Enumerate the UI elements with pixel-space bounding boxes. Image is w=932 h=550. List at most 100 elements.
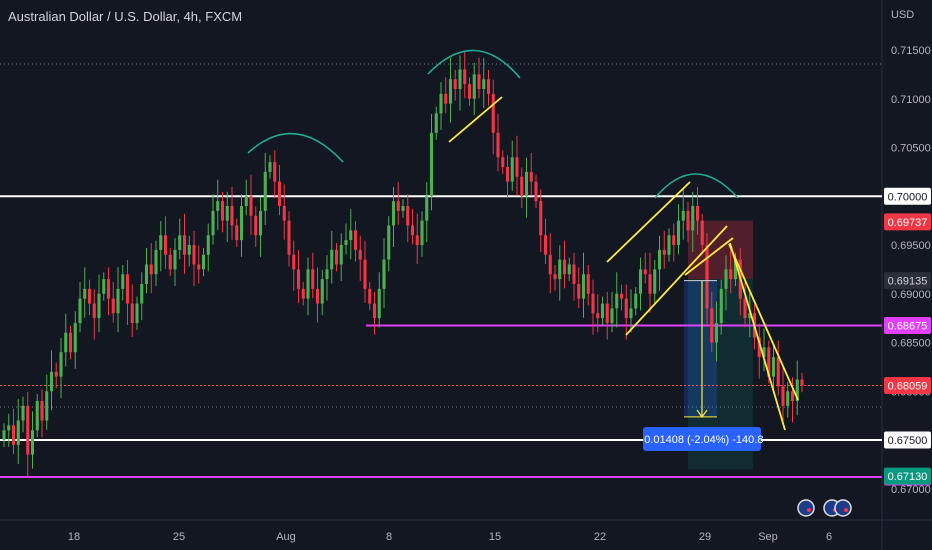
candle-body <box>586 274 590 294</box>
price-tick-label: 0.67000 <box>891 484 931 496</box>
candle-body <box>638 269 643 294</box>
candle-body <box>553 274 557 280</box>
candle-body <box>501 157 505 167</box>
candle-body <box>714 323 719 343</box>
date-tick-label: 18 <box>68 531 80 543</box>
candle-body <box>724 269 728 289</box>
candle-body <box>363 259 367 289</box>
candle-body <box>344 240 348 245</box>
candle-body <box>368 288 372 304</box>
price-badge-text: 0.68059 <box>888 380 928 392</box>
candle-body <box>135 303 139 323</box>
candle-body <box>45 391 49 421</box>
candle-body <box>35 401 39 431</box>
candle-body <box>391 201 396 226</box>
candle-body <box>125 274 130 304</box>
date-tick-label: 15 <box>489 531 501 543</box>
candle-body <box>7 425 11 431</box>
candle-body <box>273 162 277 182</box>
candle-body <box>73 323 77 353</box>
candle-body <box>786 391 790 406</box>
candle-body <box>149 264 153 275</box>
candle-body <box>358 249 362 260</box>
candle-body <box>315 288 320 304</box>
candle-body <box>154 249 158 275</box>
candle-body <box>301 288 305 299</box>
candle-body <box>425 196 429 221</box>
candle-body <box>444 93 448 104</box>
candle-body <box>477 74 481 89</box>
candle-body <box>681 210 685 221</box>
candle-body <box>781 386 785 406</box>
candle-body <box>657 249 662 270</box>
candle-body <box>306 269 310 299</box>
candle-body <box>648 274 652 294</box>
date-tick-label: Sep <box>758 531 778 543</box>
trendline <box>625 225 728 336</box>
candle-body <box>629 308 633 319</box>
candle-body <box>254 215 258 236</box>
candle-body <box>795 379 799 401</box>
price-tick-label: 0.71000 <box>891 94 931 106</box>
price-badge-text: 0.67130 <box>888 471 928 483</box>
candle-body <box>624 298 628 319</box>
candle-body <box>244 196 248 206</box>
candle-body <box>159 235 163 250</box>
candle-body <box>144 264 149 284</box>
candle-body <box>439 93 443 114</box>
usd-flag-icon <box>834 499 852 517</box>
candle-body <box>292 254 296 270</box>
pattern-arc <box>247 132 344 163</box>
candle-body <box>387 225 391 260</box>
candle-body <box>140 284 144 304</box>
price-badge <box>884 187 931 205</box>
stop-zone <box>688 220 753 280</box>
candle-body <box>672 235 676 245</box>
price-tick-label: 0.69000 <box>891 289 931 301</box>
candle-body <box>429 132 434 197</box>
trendline <box>606 181 691 263</box>
candle-body <box>372 303 377 319</box>
price-badge-text: 0.70000 <box>888 191 928 203</box>
candle-body <box>211 210 215 236</box>
candle-body <box>676 220 681 245</box>
candle-body <box>277 181 282 206</box>
candle-body <box>610 308 614 323</box>
candle-body <box>482 79 486 89</box>
candle-body <box>334 249 339 265</box>
candle-body <box>534 181 538 202</box>
candle-body <box>83 288 87 299</box>
candle-body <box>225 206 229 221</box>
price-badge <box>884 431 931 449</box>
price-tick-label: 0.71500 <box>891 45 931 57</box>
candle-body <box>653 269 657 294</box>
date-tick-label: Aug <box>276 531 296 543</box>
candle-body <box>178 235 182 250</box>
date-tick-label: 22 <box>594 531 606 543</box>
candle-body <box>339 245 343 265</box>
candle-body <box>558 259 562 280</box>
candle-body <box>163 235 168 255</box>
candle-body <box>686 210 690 231</box>
candle-body <box>201 254 206 270</box>
candle-body <box>691 206 695 231</box>
candle-body <box>510 157 514 182</box>
candle-body <box>486 79 491 94</box>
pattern-arc <box>654 173 739 199</box>
candle-body <box>743 298 747 319</box>
candle-body <box>220 201 225 221</box>
price-badge <box>884 213 931 231</box>
candle-body <box>197 264 201 270</box>
candle-body <box>496 132 500 158</box>
measure-label-text: -0.01408 (-2.04%) -140.8 <box>641 434 764 446</box>
candle-body <box>415 235 419 245</box>
candle-body <box>16 420 20 445</box>
candle-body <box>130 303 134 323</box>
candle-body <box>581 274 586 299</box>
candle-body <box>268 162 272 172</box>
candle-body <box>192 245 196 265</box>
candle-body <box>729 269 733 280</box>
candle-body <box>30 430 35 455</box>
chart-title: Australian Dollar / U.S. Dollar, 4h, FXC… <box>8 9 243 24</box>
